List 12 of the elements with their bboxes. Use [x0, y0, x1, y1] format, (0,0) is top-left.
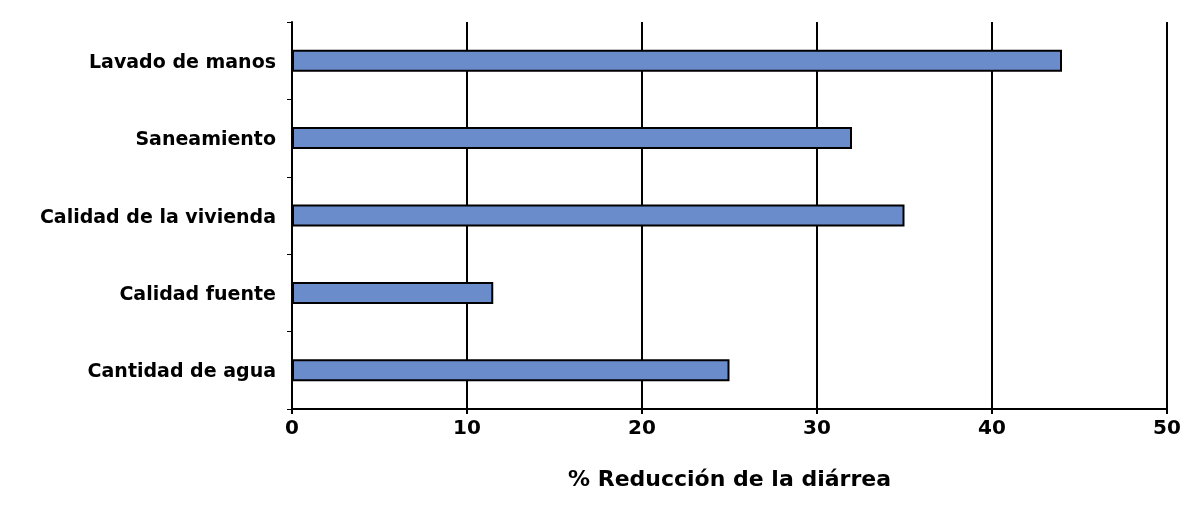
- y-tick-label: Cantidad de agua: [87, 359, 276, 382]
- y-tick-label: Lavado de manos: [88, 49, 276, 72]
- y-tick-label: Calidad de la vivienda: [39, 204, 276, 227]
- y-tick-label: Calidad fuente: [119, 281, 276, 304]
- x-tick-label: 50: [1153, 415, 1181, 439]
- x-tick-label: 40: [978, 415, 1006, 439]
- y-tick-label: Saneamiento: [135, 127, 276, 150]
- x-tick-label: 0: [285, 415, 299, 439]
- x-axis-title: % Reducción de la diárrea: [567, 465, 892, 491]
- x-tick-label: 10: [453, 415, 481, 439]
- x-tick-label: 30: [803, 415, 831, 439]
- x-tick-label: 20: [628, 415, 656, 439]
